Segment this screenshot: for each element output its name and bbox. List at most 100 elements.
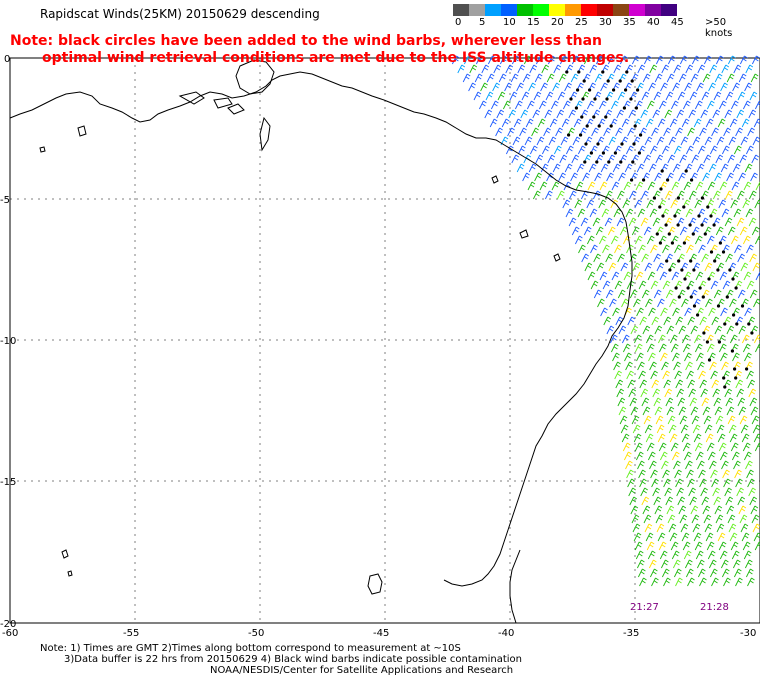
wind-barb — [625, 145, 634, 155]
wind-barb — [618, 325, 627, 335]
wind-barb — [659, 550, 668, 560]
wind-barb — [623, 451, 632, 461]
wind-barb — [621, 433, 630, 443]
wind-barb — [653, 289, 662, 299]
wind-barb — [627, 316, 636, 326]
wind-barb — [715, 226, 724, 236]
wind-barb — [692, 136, 701, 146]
wind-barb — [747, 478, 755, 488]
wind-barb — [718, 343, 727, 353]
wind-barb — [627, 478, 635, 488]
contamination-dot — [722, 376, 726, 380]
wind-barb — [652, 217, 661, 227]
contamination-dot — [631, 160, 635, 164]
wind-barb — [555, 127, 563, 137]
contamination-dot — [697, 214, 701, 218]
wind-barb — [641, 397, 650, 407]
wind-barb — [685, 568, 694, 578]
wind-barb — [600, 82, 608, 92]
wind-barb — [662, 469, 670, 479]
wind-barb — [714, 73, 723, 83]
wind-barb — [663, 379, 672, 389]
wind-barb — [641, 91, 650, 101]
wind-barb — [638, 370, 646, 380]
contamination-dot — [633, 124, 637, 128]
wind-barb — [663, 127, 671, 137]
wind-barb — [677, 496, 686, 506]
wind-barb — [514, 100, 523, 110]
wind-barb — [616, 217, 625, 227]
wind-barb — [666, 325, 675, 335]
wind-barb — [534, 73, 543, 83]
wind-barb — [589, 64, 598, 74]
wind-barb — [615, 379, 624, 389]
wind-barb — [637, 460, 645, 470]
contamination-dot — [605, 97, 609, 101]
wind-barb — [636, 559, 645, 569]
wind-barb — [507, 127, 515, 137]
wind-barb — [638, 244, 646, 254]
wind-barb — [750, 505, 759, 515]
wind-barb — [670, 100, 679, 110]
wind-barb — [690, 73, 699, 83]
legend-swatch — [469, 4, 485, 16]
wind-barb — [749, 496, 758, 506]
wind-barb — [705, 433, 714, 443]
wind-barb — [732, 163, 741, 173]
wind-barb — [611, 181, 620, 191]
wind-barb — [568, 109, 577, 119]
contamination-dot — [682, 205, 686, 209]
wind-barb — [689, 496, 698, 506]
wind-barb — [672, 163, 681, 173]
contamination-dot — [577, 70, 581, 74]
wind-barb — [577, 145, 586, 155]
wind-barb — [600, 163, 609, 173]
contamination-dot — [745, 367, 749, 371]
wind-barb — [613, 208, 622, 218]
wind-barb — [661, 145, 670, 155]
wind-barb — [711, 577, 719, 587]
note-line-2: optimal wind retrieval conditions are me… — [42, 50, 630, 66]
wind-barb — [606, 325, 615, 335]
wind-barb — [685, 64, 694, 74]
wind-barb — [652, 388, 661, 398]
wind-barb — [724, 217, 733, 227]
wind-barb — [669, 532, 678, 542]
wind-barb — [596, 262, 605, 272]
legend-label: 35 — [623, 17, 636, 28]
contamination-dot — [747, 322, 751, 326]
wind-barb — [694, 343, 703, 353]
west-islet-1 — [61, 549, 69, 559]
wind-barb — [634, 235, 643, 245]
wind-barb — [749, 253, 757, 263]
y-tick-15: -15 — [0, 477, 16, 488]
wind-barb — [714, 406, 723, 416]
wind-barb — [527, 181, 536, 191]
wind-barb — [665, 496, 674, 506]
wind-barb — [628, 109, 637, 119]
wind-barb — [738, 406, 747, 416]
wind-barb — [556, 109, 565, 119]
wind-barb — [687, 478, 695, 488]
legend-label: 15 — [527, 17, 540, 28]
wind-barb — [547, 154, 556, 164]
wind-barb — [625, 460, 633, 470]
wind-barb — [738, 505, 747, 515]
contamination-dot — [637, 151, 642, 155]
wind-barb — [578, 244, 586, 254]
wind-barb — [713, 397, 722, 407]
wind-barb — [750, 406, 759, 416]
wind-barb — [633, 334, 642, 344]
legend-label: 30 — [599, 17, 612, 28]
wind-barb — [547, 55, 556, 65]
wind-barb — [726, 406, 735, 416]
contamination-dot — [732, 313, 736, 317]
wind-barb — [712, 190, 721, 200]
wind-barb — [645, 298, 653, 308]
wind-barb — [726, 325, 735, 335]
wind-barb — [664, 487, 672, 497]
contamination-dot — [733, 367, 737, 371]
wind-barb — [484, 109, 493, 119]
wind-barb — [631, 514, 640, 524]
wind-barb — [624, 163, 633, 173]
